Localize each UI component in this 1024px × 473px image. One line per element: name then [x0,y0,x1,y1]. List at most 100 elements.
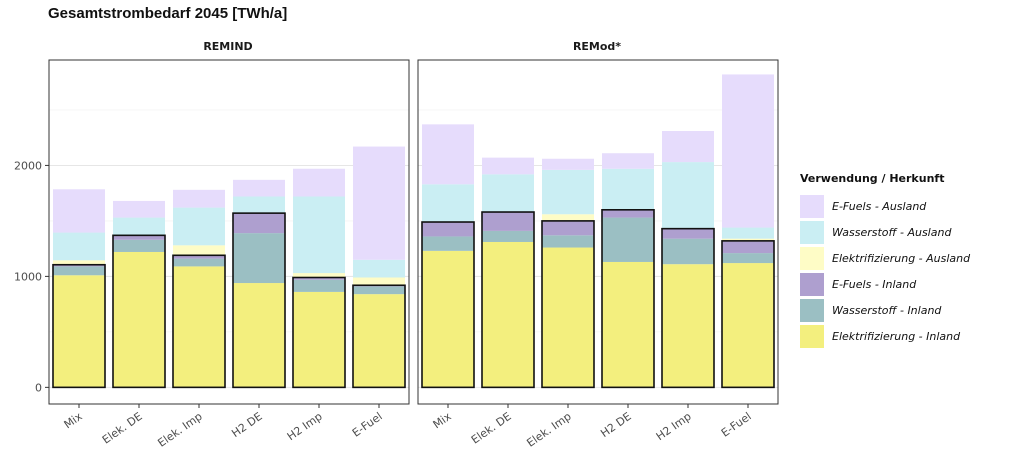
x-tick-label: Elek. DE [100,410,145,447]
bar-segment-e-fuels-ausland [542,158,594,170]
bar-segment-wasserstoff-ausland [422,184,474,223]
bar-segment-e-fuels-inland [113,235,165,240]
bar-segment-e-fuels-inland [422,222,474,237]
bar-segment-wasserstoff-inland [542,235,594,248]
bar-segment-e-fuels-ausland [113,200,165,218]
bar-segment-elektrifizierung-inland [233,283,285,388]
bar-segment-elektrifizierung-inland [422,250,474,388]
panel-border [48,59,410,405]
inland-outline [352,284,406,389]
bar-segment-e-fuels-ausland [602,153,654,169]
bar-segment-e-fuels-inland [233,213,285,234]
inland-outline [172,254,226,389]
bar-segment-wasserstoff-ausland [482,174,534,213]
legend-title: Verwendung / Herkunft [800,172,945,185]
legend-swatch [800,324,824,348]
legend-label: E-Fuels - Ausland [832,199,927,213]
bar-segment-e-fuels-inland [173,255,225,259]
bar-segment-e-fuels-ausland [722,74,774,228]
legend: Verwendung / Herkunft E-Fuels - Ausland … [800,172,970,349]
inland-outline [112,234,166,389]
bar-segment-e-fuels-ausland [293,168,345,197]
y-tick-label: 2000 [14,159,42,172]
y-tick-label: 1000 [14,270,42,283]
bar-segment-elektrifizierung-inland [53,275,105,388]
bar-segment-wasserstoff-inland [602,217,654,262]
bar-segment-elektrifizierung-ausland [293,273,345,278]
panel-border [417,59,779,405]
x-tick-label: Elek. Imp [155,410,204,450]
bar-segment-wasserstoff-inland [662,238,714,265]
legend-label: Wasserstoff - Inland [832,303,942,317]
legend-item: E-Fuels - Inland [800,271,970,297]
x-tick-label: E-Fuel [719,410,754,440]
bar-segment-wasserstoff-inland [353,286,405,295]
chart-title: Gesamtstrombedarf 2045 [TWh/a] [48,5,288,22]
bar-segment-wasserstoff-inland [173,258,225,267]
bar-segment-wasserstoff-ausland [662,162,714,229]
legend-swatch [800,246,824,270]
bar-segment-wasserstoff-inland [53,266,105,276]
bar-segment-e-fuels-inland [482,212,534,231]
bar-segment-e-fuels-inland [662,228,714,239]
legend-swatch [800,220,824,244]
bar-segment-e-fuels-ausland [482,157,534,175]
legend-label: E-Fuels - Inland [832,277,917,291]
bar-segment-e-fuels-ausland [422,124,474,185]
bar-segment-elektrifizierung-ausland [542,214,594,221]
bar-segment-wasserstoff-ausland [293,196,345,274]
legend-item: Wasserstoff - Inland [800,297,970,323]
inland-outline [421,221,475,389]
x-tick-label: H2 DE [229,410,265,440]
bar-segment-elektrifizierung-inland [482,241,534,388]
inland-outline [661,227,715,389]
bar-segment-wasserstoff-ausland [602,168,654,210]
bar-segment-wasserstoff-ausland [113,217,165,236]
legend-item: Elektrifizierung - Inland [800,323,970,349]
legend-label: Wasserstoff - Ausland [832,225,952,239]
legend-swatch [800,194,824,218]
bar-segment-e-fuels-ausland [233,179,285,197]
bar-segment-wasserstoff-ausland [353,259,405,278]
x-tick-label: E-Fuel [350,410,385,440]
bar-segment-elektrifizierung-inland [173,266,225,388]
bar-segment-wasserstoff-inland [482,230,534,242]
legend-item: Wasserstoff - Ausland [800,219,970,245]
bar-segment-e-fuels-ausland [173,189,225,208]
bar-segment-e-fuels-inland [722,240,774,254]
bar-segment-e-fuels-inland [53,264,105,267]
bar-segment-e-fuels-inland [602,209,654,218]
bar-segment-elektrifizierung-ausland [173,245,225,256]
x-tick-label: H2 DE [598,410,634,440]
bar-segment-wasserstoff-inland [722,253,774,264]
bar-segment-elektrifizierung-inland [293,291,345,388]
bar-segment-wasserstoff-ausland [542,169,594,215]
bar-segment-wasserstoff-ausland [233,196,285,214]
bar-segment-elektrifizierung-inland [542,247,594,388]
legend-item: Elektrifizierung - Ausland [800,245,970,271]
bar-segment-wasserstoff-inland [113,239,165,252]
legend-label: Elektrifizierung - Ausland [832,251,971,265]
bar-segment-e-fuels-ausland [662,131,714,163]
panel-title-remod: REMod* [572,40,622,53]
bar-segment-e-fuels-ausland [53,189,105,233]
bar-segment-e-fuels-inland [293,277,345,280]
bar-segment-elektrifizierung-inland [602,261,654,388]
inland-outline [52,263,106,389]
y-tick-label: 0 [35,381,42,394]
bar-segment-elektrifizierung-inland [113,251,165,388]
bar-segment-elektrifizierung-inland [353,294,405,388]
inland-outline [721,240,775,389]
inland-outline [541,220,595,389]
panel-background [418,60,778,404]
bar-segment-wasserstoff-inland [233,233,285,284]
x-tick-label: Mix [62,410,85,432]
inland-outline [292,276,346,389]
bar-segment-elektrifizierung-inland [662,264,714,388]
x-tick-label: Elek. DE [469,410,514,447]
x-tick-label: Elek. Imp [524,410,573,450]
inland-outline [232,212,286,389]
bar-segment-wasserstoff-ausland [173,207,225,246]
bar-segment-elektrifizierung-ausland [53,260,105,265]
